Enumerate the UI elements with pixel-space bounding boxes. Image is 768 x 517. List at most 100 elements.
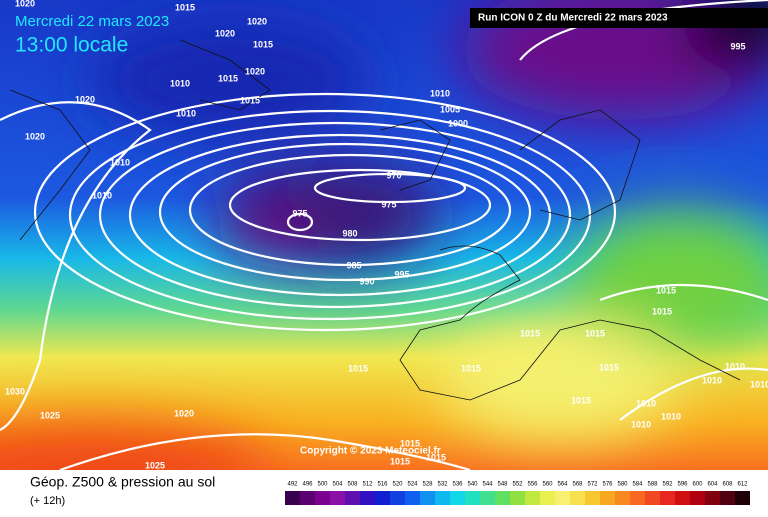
colorbar-label: 600 [692, 482, 703, 488]
colorbar-swatch [285, 491, 300, 505]
caption-title: Géop. Z500 & pression au sol [30, 474, 215, 490]
isobar-label: 1010 [170, 78, 190, 88]
isobar-label: 1015 [461, 363, 481, 373]
isobar-label: 1015 [520, 328, 540, 338]
isobar-label: 1015 [571, 395, 591, 405]
colorbar-label: 556 [527, 482, 538, 488]
colorbar-label: 584 [632, 482, 643, 488]
colorbar-label: 532 [437, 482, 448, 488]
colorbar-swatch [345, 491, 360, 505]
isobar-label: 1015 [218, 73, 238, 83]
colorbar-label: 508 [347, 482, 358, 488]
isobar-label: 1015 [652, 306, 672, 316]
colorbar-label: 576 [602, 482, 613, 488]
isobar-label: 1010 [92, 190, 112, 200]
isobar-label: 1020 [75, 94, 95, 104]
colorbar-swatch [690, 491, 705, 505]
colorbar-label: 504 [332, 482, 343, 488]
isobar-label: 1010 [750, 379, 768, 389]
colorbar-label: 544 [482, 482, 493, 488]
copyright: Copyright © 2023 Meteociel.fr [300, 446, 441, 457]
isobar-label: 975 [292, 208, 307, 218]
caption-lead: (+ 12h) [30, 495, 65, 507]
colorbar-swatch [435, 491, 450, 505]
isobar-label: 1020 [15, 0, 35, 8]
isobar-label: 990 [359, 276, 374, 286]
isobar-label: 1005 [440, 104, 460, 114]
isobar-label: 1015 [426, 452, 446, 462]
isobar-label: 1010 [725, 361, 745, 371]
isobar-label: 1025 [40, 410, 60, 420]
isobar-label: 1015 [656, 285, 676, 295]
colorbar-swatch [555, 491, 570, 505]
colorbar-label: 604 [707, 482, 718, 488]
isobar-label: 1020 [174, 408, 194, 418]
colorbar-swatch [405, 491, 420, 505]
colorbar-label: 568 [572, 482, 583, 488]
isobar-label: 985 [346, 260, 361, 270]
isobar-label: 1020 [245, 66, 265, 76]
colorbar-swatch [360, 491, 375, 505]
isobar-label: 1010 [110, 157, 130, 167]
isobar-label: 1030 [5, 386, 25, 396]
colorbar-label: 552 [512, 482, 523, 488]
isobar-label: 995 [730, 41, 745, 51]
colorbar-swatch [675, 491, 690, 505]
isobar-label: 1025 [145, 460, 165, 470]
colorbar-swatch [705, 491, 720, 505]
colorbar-swatch [615, 491, 630, 505]
isobar-label: 1020 [25, 131, 45, 141]
isobar-label: 1010 [636, 398, 656, 408]
isobar-label: 1015 [585, 328, 605, 338]
colorbar-label: 608 [722, 482, 733, 488]
isobar-label: 995 [394, 269, 409, 279]
colorbar-swatch [315, 491, 330, 505]
colorbar-swatch [630, 491, 645, 505]
colorbar-swatch [735, 491, 750, 505]
colorbar-swatch [660, 491, 675, 505]
colorbar-swatch [420, 491, 435, 505]
colorbar-label: 492 [287, 482, 298, 488]
isobar-label: 1015 [175, 2, 195, 12]
isobar-label: 1015 [400, 438, 420, 448]
colorbar-label: 572 [587, 482, 598, 488]
isobar-label: 1000 [448, 118, 468, 128]
colorbar-swatch [375, 491, 390, 505]
coastlines [9, 39, 741, 401]
isobar-label: 1010 [661, 411, 681, 421]
colorbar-label: 564 [557, 482, 568, 488]
run-box [470, 8, 768, 28]
isobar-label: 1020 [247, 16, 267, 26]
colorbar-swatch [570, 491, 585, 505]
colorbar-label: 612 [737, 482, 748, 488]
isobar-label: 1015 [253, 39, 273, 49]
isobar-label: 1015 [599, 362, 619, 372]
time: 13:00 locale [15, 34, 128, 57]
colorbar-label: 524 [407, 482, 418, 488]
colorbar-label: 588 [647, 482, 658, 488]
colorbar-swatch [585, 491, 600, 505]
isobar-label: 970 [386, 170, 401, 180]
colorbar-label: 548 [497, 482, 508, 488]
colorbar-swatch [390, 491, 405, 505]
colorbar-label: 560 [542, 482, 553, 488]
isobars [0, 0, 768, 470]
colorbar: 492 496 500 504 508 512 516 520 524 528 532 536 540 5… [285, 482, 750, 505]
colorbar-label: 528 [422, 482, 433, 488]
isobar-label: 1020 [215, 28, 235, 38]
isobar-label: 1010 [631, 419, 651, 429]
colorbar-swatch [480, 491, 495, 505]
colorbar-label: 516 [377, 482, 388, 488]
isobar-label: 1015 [348, 363, 368, 373]
isobar-label: 975 [381, 199, 396, 209]
colorbar-label: 496 [302, 482, 313, 488]
colorbar-label: 536 [452, 482, 463, 488]
isobar-label: 980 [342, 228, 357, 238]
date: Mercredi 22 mars 2023 [15, 13, 169, 30]
colorbar-swatch [510, 491, 525, 505]
colorbar-label: 520 [392, 482, 403, 488]
colorbar-label: 512 [362, 482, 373, 488]
colorbar-label: 540 [467, 482, 478, 488]
colorbar-swatch [540, 491, 555, 505]
